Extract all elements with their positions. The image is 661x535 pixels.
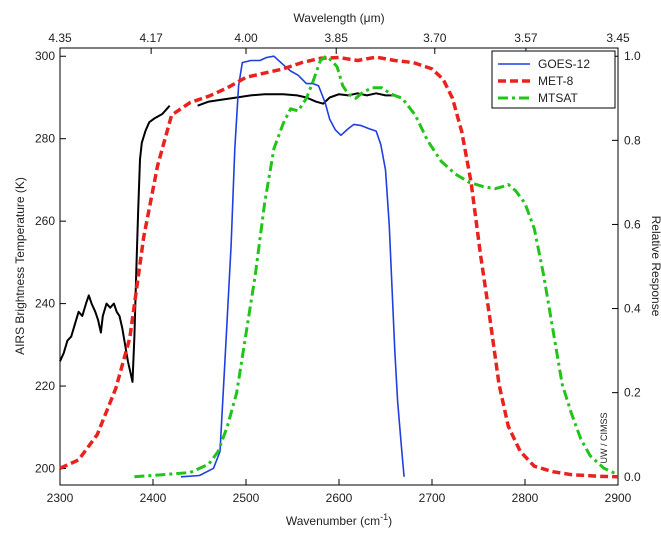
y-tick-label-3: 260: [35, 214, 55, 228]
y-tick-label-4: 280: [35, 132, 55, 146]
x-axis-title-close: ): [388, 514, 392, 528]
x2-tick-label-1: 4.17: [139, 31, 163, 45]
y-tick-label-1: 220: [35, 379, 55, 393]
x2-tick-label-5: 3.57: [514, 31, 538, 45]
y-tick-label-5: 300: [35, 49, 55, 63]
x-tick-label-6: 2900: [605, 491, 632, 505]
x2-tick-label-3: 3.85: [325, 31, 349, 45]
x-axis-title-main: Wavenumber (cm: [286, 514, 380, 528]
x-tick-label-4: 2700: [419, 491, 446, 505]
y2-tick-label-0: 0.0: [624, 470, 641, 484]
legend-label-mtsat: MTSAT: [538, 91, 578, 105]
x-tick-label-0: 2300: [47, 491, 74, 505]
x-tick-label-1: 2400: [140, 491, 167, 505]
x2-tick-label-2: 4.00: [234, 31, 258, 45]
x-tick-label-2: 2500: [233, 491, 260, 505]
y2-tick-label-4: 0.8: [624, 133, 641, 147]
series-line-met-8: [59, 55, 619, 479]
x2-tick-label-6: 3.45: [606, 31, 630, 45]
legend: GOES-12 MET-8 MTSAT: [491, 50, 616, 109]
tick-marks: [59, 48, 619, 485]
y2-axis-title: Relative Response: [649, 216, 661, 317]
x2-tick-label-4: 3.70: [423, 31, 447, 45]
y2-tick-label-5: 1.0: [624, 49, 641, 63]
y2-tick-label-2: 0.4: [624, 302, 641, 316]
y2-tick-label-3: 0.6: [624, 217, 641, 231]
x-tick-label-3: 2600: [326, 491, 353, 505]
x-tick-label-5: 2800: [512, 491, 539, 505]
series-line-goes-12: [180, 55, 405, 478]
annotation: UW / CIMSS: [599, 413, 609, 464]
x-axis-title-sup: -1: [380, 512, 388, 522]
plot-frame: [59, 47, 619, 486]
airs-spectrum-line-1: [197, 92, 395, 107]
y-tick-label-2: 240: [35, 297, 55, 311]
x2-tick-label-0: 4.35: [48, 31, 72, 45]
y-tick-label-0: 200: [35, 462, 55, 476]
tick-labels: 2300 2400 2500 2600 2700 2800 2900 200 220 240 260…: [35, 31, 641, 505]
x-axis-title: Wavenumber (cm-1): [286, 512, 392, 528]
legend-label-met: MET-8: [538, 74, 574, 88]
y-axis-title: AIRS Brightness Temperature (K): [13, 177, 27, 355]
x2-axis-title: Wavelength (μm): [293, 11, 384, 25]
legend-label-goes: GOES-12: [538, 57, 590, 71]
y2-tick-label-1: 0.2: [624, 386, 641, 400]
airs-spectrum-line-0: [59, 105, 171, 383]
series-line-mtsat: [134, 54, 619, 479]
series-lines: [59, 54, 619, 479]
